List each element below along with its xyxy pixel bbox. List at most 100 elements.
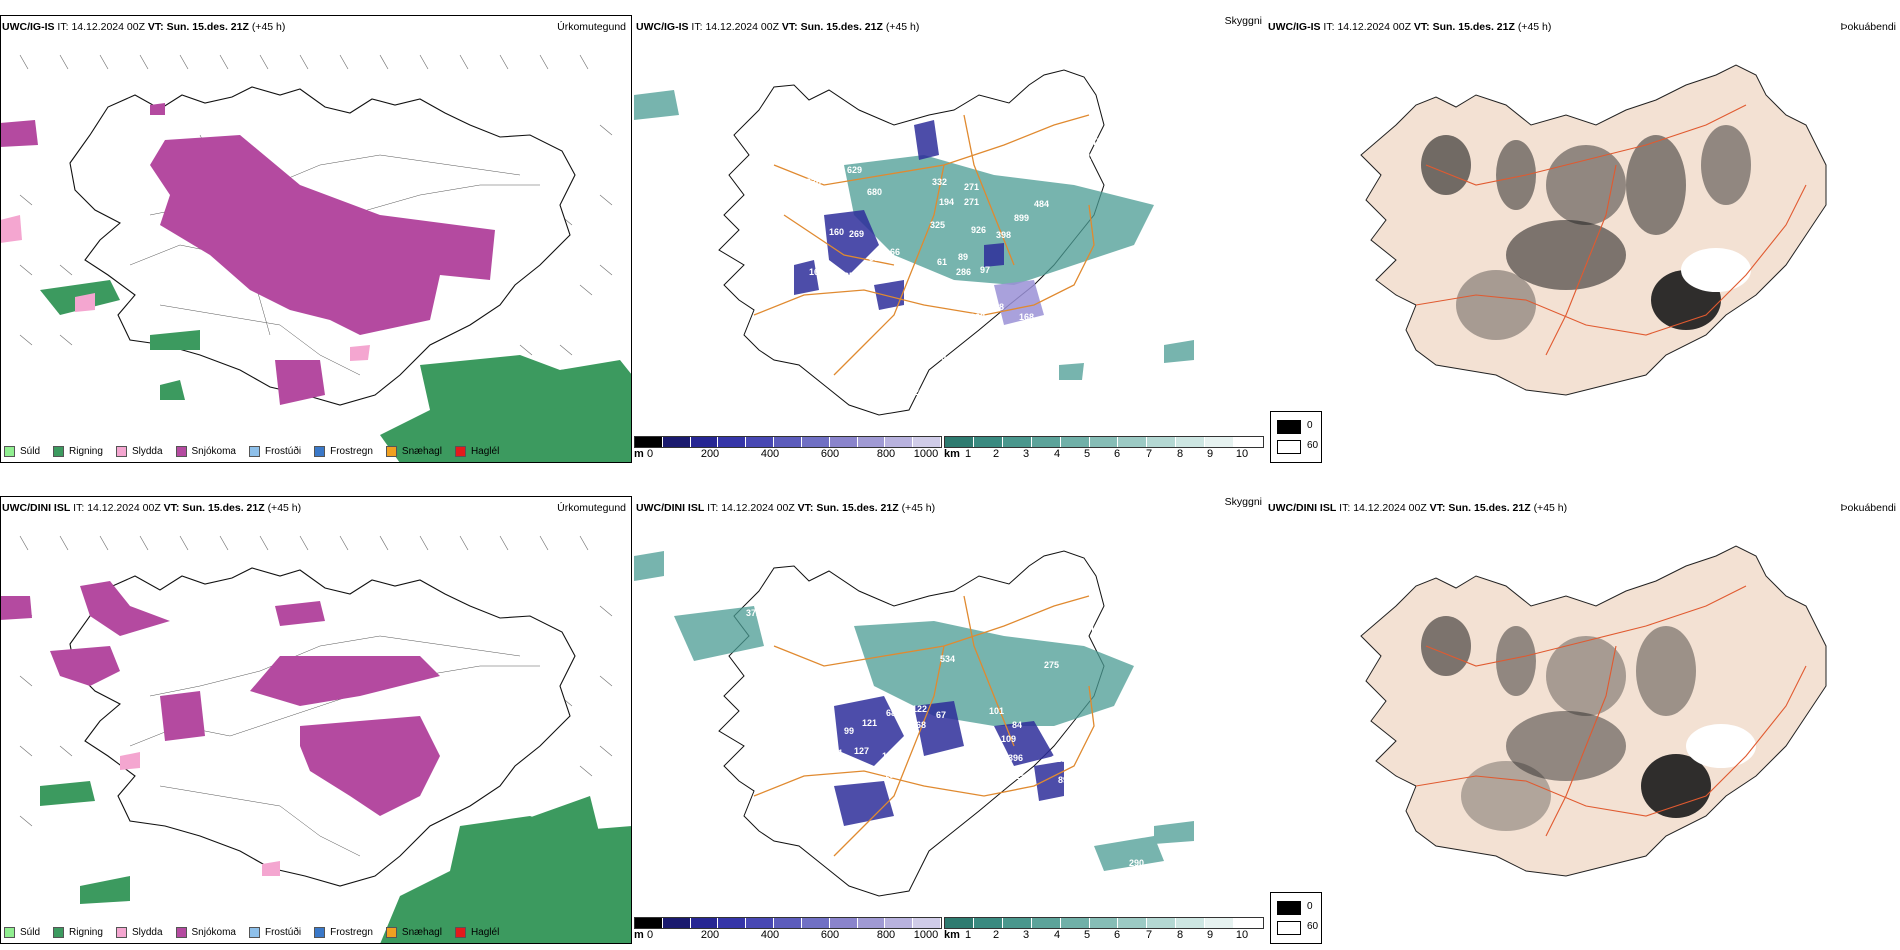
svg-text:484: 484 (1034, 199, 1049, 209)
svg-text:54: 54 (907, 788, 917, 798)
svg-text:219: 219 (976, 724, 991, 734)
svg-text:28: 28 (642, 227, 652, 237)
visibility-panel-bottom: 372 404 534 275 122 68 67 68 101 84 219 … (634, 496, 1264, 944)
tick-label: 0 (646, 448, 654, 460)
svg-text:84: 84 (1012, 720, 1022, 730)
svg-text:247: 247 (884, 327, 899, 337)
legend-swatch (248, 927, 260, 938)
svg-text:275: 275 (1044, 660, 1059, 670)
svg-text:629: 629 (847, 165, 862, 175)
visibility-map: 372 404 534 275 122 68 67 68 101 84 219 … (634, 550, 1194, 918)
road-network (753, 595, 1095, 857)
legend-swatch (175, 446, 187, 457)
svg-text:899: 899 (1014, 213, 1029, 223)
svg-text:176: 176 (824, 908, 839, 918)
tick-label: 800 (876, 929, 896, 941)
svg-text:271: 271 (964, 197, 979, 207)
svg-text:20: 20 (706, 287, 716, 297)
svg-text:89: 89 (1058, 775, 1068, 785)
svg-text:37: 37 (1059, 335, 1069, 345)
svg-text:116: 116 (964, 823, 979, 833)
legend-swatch (385, 446, 397, 457)
tick-label: 4 (1053, 929, 1061, 941)
legend-swatch (53, 446, 65, 457)
legend-swatch (454, 927, 466, 938)
fog-panel-top: UWC/IG-IS IT: 14.12.2024 00Z VT: Sun. 15… (1266, 15, 1900, 463)
svg-text:534: 534 (940, 654, 955, 664)
svg-text:160: 160 (829, 227, 844, 237)
fog-shading (1421, 616, 1711, 831)
visibility-colorbar-gradient (944, 917, 1264, 929)
variable-name: Þokuábendi (1840, 21, 1896, 33)
fog-legend-black (1277, 901, 1301, 915)
tick-label: 400 (760, 448, 780, 460)
variable-name: Skyggni (1224, 15, 1262, 27)
tick-label: 9 (1206, 448, 1214, 460)
fog-legend-low: 0 (1307, 901, 1313, 912)
tick-label: 6 (1113, 929, 1121, 941)
svg-text:290: 290 (1129, 858, 1144, 868)
svg-text:120: 120 (909, 387, 924, 397)
fog-panel-bottom: UWC/DINI ISL IT: 14.12.2024 00Z VT: Sun.… (1266, 496, 1900, 944)
svg-text:36: 36 (926, 823, 936, 833)
tick-label: 10 (1235, 448, 1249, 460)
fog-legend-high: 60 (1307, 440, 1319, 451)
tick-label: 1000 (913, 448, 939, 460)
svg-text:680: 680 (867, 187, 882, 197)
snow-areas (0, 581, 440, 816)
tick-label: 3 (1022, 929, 1030, 941)
svg-text:97: 97 (980, 265, 990, 275)
snow-areas (0, 103, 495, 405)
sleet-areas (120, 752, 280, 876)
svg-text:147: 147 (1086, 137, 1101, 147)
legend-item: Snjókoma (175, 927, 236, 938)
wind-barbs (19, 535, 613, 837)
legend-swatch (454, 446, 466, 457)
tick-label: 4 (1053, 448, 1061, 460)
svg-text:163: 163 (809, 267, 824, 277)
legend-item: Súld (4, 446, 40, 457)
svg-text:68: 68 (916, 720, 926, 730)
svg-text:101: 101 (989, 706, 1004, 716)
panel-title: UWC/DINI ISL IT: 14.12.2024 00Z VT: Sun.… (1268, 502, 1568, 514)
panel-frame (0, 15, 632, 463)
svg-text:52: 52 (905, 828, 915, 838)
svg-text:89: 89 (958, 252, 968, 262)
fog-legend: 0 60 (1270, 892, 1322, 944)
legend-item: Haglél (454, 927, 499, 938)
svg-text:139: 139 (849, 773, 864, 783)
visibility-unit: km (944, 929, 960, 941)
legend-swatch (115, 446, 127, 457)
panel-title: UWC/DINI ISL IT: 14.12.2024 00Z VT: Sun.… (636, 502, 936, 514)
svg-text:57: 57 (869, 253, 879, 263)
variable-name: Þokuábendi (1840, 502, 1896, 514)
svg-text:736: 736 (968, 297, 983, 307)
svg-text:239: 239 (931, 352, 946, 362)
legend-item: Frostregn (314, 446, 373, 457)
fog-map (1360, 545, 1827, 877)
road-network (1415, 104, 1807, 356)
fog-clear (1681, 248, 1751, 292)
svg-text:830: 830 (902, 312, 917, 322)
legend-item: Súld (4, 927, 40, 938)
tick-label: 8 (1176, 929, 1184, 941)
precip-type-map (0, 535, 632, 944)
tick-label: 2 (992, 929, 1000, 941)
rain-areas (40, 280, 632, 463)
tick-label: 200 (700, 929, 720, 941)
legend-swatch (115, 927, 127, 938)
svg-text:325: 325 (930, 220, 945, 230)
visibility-colorbar-gradient (944, 436, 1264, 448)
legend-item: Slydda (115, 927, 163, 938)
legend-swatch (385, 927, 397, 938)
svg-text:57: 57 (932, 390, 942, 400)
ceiling-labels: 629 680 332 271 271 194 484 899 926 398 … (642, 137, 1144, 400)
panel-title: UWC/IG-IS IT: 14.12.2024 00Z VT: Sun. 15… (2, 21, 286, 33)
fog-legend-black (1277, 420, 1301, 434)
svg-text:99: 99 (844, 726, 854, 736)
fog-clear (1686, 724, 1756, 768)
sleet-areas (0, 215, 370, 361)
legend-swatch (175, 927, 187, 938)
svg-text:183: 183 (1086, 152, 1101, 162)
legend-item: Snjókoma (175, 446, 236, 457)
